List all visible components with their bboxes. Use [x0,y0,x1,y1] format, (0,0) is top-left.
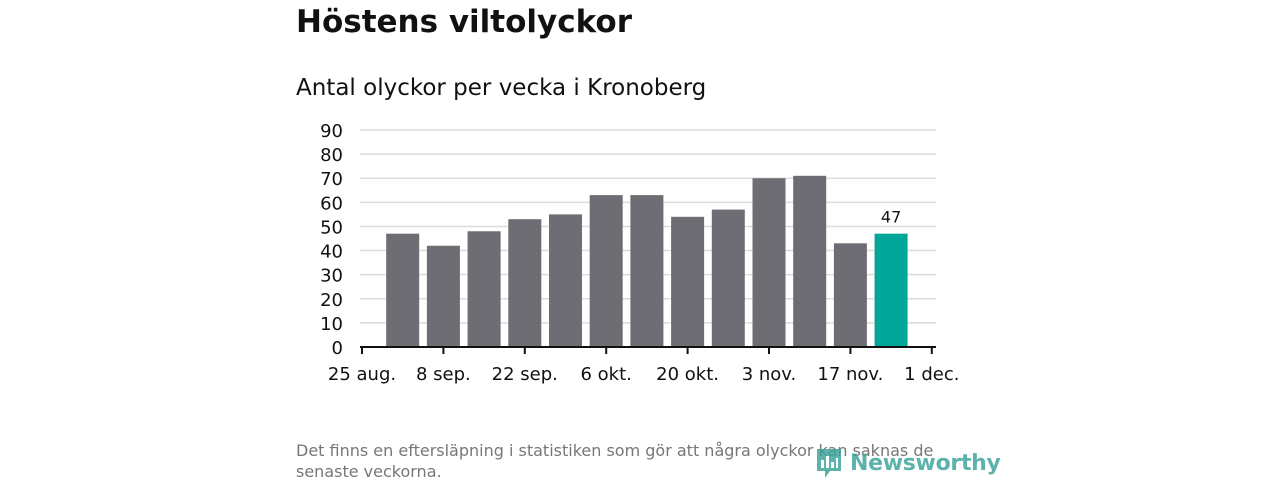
bar-v9 [711,209,745,347]
x-tick-label: 8 sep. [416,364,471,385]
chart-title: Höstens viltolyckor [296,4,633,40]
y-tick-label: 80 [320,145,343,166]
bar-v10 [752,178,786,347]
bar-v8 [671,216,705,347]
y-tick-label: 70 [320,169,343,190]
footnote: Det finns en eftersläpning i statistiken… [296,441,934,481]
y-tick-label: 30 [320,266,343,287]
bar-v6 [589,195,623,347]
bar-v1 [386,233,420,347]
bar-v5 [549,214,582,347]
x-tick-label: 20 okt. [656,364,719,385]
y-tick-label: 20 [320,290,343,311]
x-tick-label: 17 nov. [817,364,883,385]
y-tick-label: 50 [320,217,343,238]
bar-v7 [630,195,664,347]
bar-v3 [467,231,501,347]
bar-v4 [508,219,542,347]
chart-subtitle: Antal olyckor per vecka i Kronoberg [296,75,707,101]
y-tick-label: 0 [332,338,343,359]
bar-v11 [793,175,827,347]
y-tick-label: 90 [320,121,343,142]
bars [386,175,908,347]
data-label-highlight: 47 [881,208,901,227]
bar-v13 [874,233,908,347]
x-axis: 25 aug. 8 sep. 22 sep. 6 okt. 20 okt. 3 nov. 1… [328,346,959,385]
newsworthy-logo-icon [817,449,841,478]
bar-v2 [426,245,460,347]
newsworthy-logo: Newsworthy [814,446,1001,480]
y-tick-label: 10 [320,314,343,335]
y-axis-ticks: 0 10 20 30 40 50 60 70 80 90 [320,121,343,359]
y-tick-label: 60 [320,193,343,214]
x-tick-label: 1 dec. [904,364,959,385]
newsworthy-logo-text: Newsworthy [850,450,1001,476]
x-tick-label: 3 nov. [742,364,797,385]
x-tick-label: 25 aug. [328,364,396,385]
y-tick-label: 40 [320,242,343,263]
bar-chart: 0 10 20 30 40 50 60 70 80 90 25 aug. 8 sep. 22 sep.… [320,121,959,385]
data-labels: 47 [881,208,901,227]
x-tick-label: 6 okt. [581,364,632,385]
x-tick-label: 22 sep. [492,364,558,385]
bar-v12 [833,243,867,347]
